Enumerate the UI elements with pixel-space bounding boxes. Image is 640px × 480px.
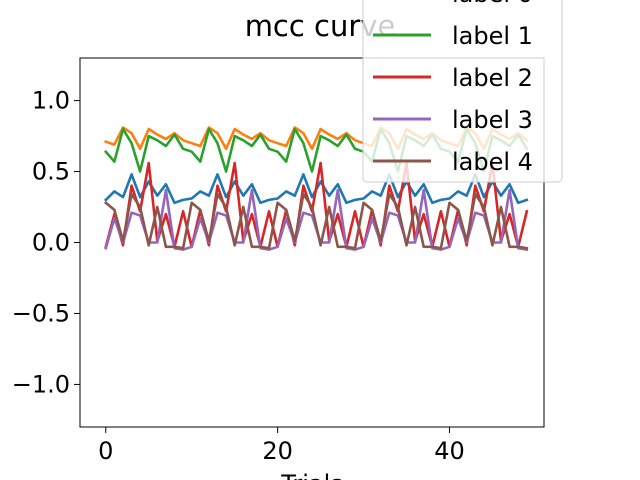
legend-entry: label 3 — [373, 106, 533, 134]
plot-area — [103, 126, 529, 252]
legend-label: label 3 — [452, 106, 533, 134]
legend-entry: label 2 — [373, 64, 533, 92]
series-line-label-5 — [103, 192, 529, 250]
x-axis-label: Trials — [280, 470, 343, 480]
legend-box — [362, 0, 563, 183]
y-tick-label: 0.5 — [32, 158, 70, 186]
legend: label 0 label 1 label 2 label 3 label 4 — [362, 0, 563, 183]
legend-label: label 2 — [452, 64, 533, 92]
x-tick-label: 20 — [262, 437, 293, 465]
legend-entry: label 4 — [373, 148, 533, 176]
axis-ticks: 0 20 40 −1.0 −0.5 0.0 0.5 1.0 — [12, 87, 465, 465]
legend-label: label 1 — [452, 22, 533, 50]
legend-label: label 0 — [452, 0, 533, 8]
y-tick-label: 0.0 — [32, 229, 70, 257]
series-line-label-3 — [104, 161, 529, 249]
legend-entry: label 0 — [452, 0, 533, 8]
y-tick-label: −0.5 — [12, 299, 70, 327]
y-tick-label: 1.0 — [32, 87, 70, 115]
x-tick-label: 0 — [98, 437, 113, 465]
x-tick-label: 40 — [434, 437, 465, 465]
series-line-label-4 — [104, 188, 529, 252]
legend-label: label 4 — [452, 148, 533, 176]
y-tick-label: −1.0 — [12, 370, 70, 398]
legend-entry: label 1 — [373, 22, 533, 50]
